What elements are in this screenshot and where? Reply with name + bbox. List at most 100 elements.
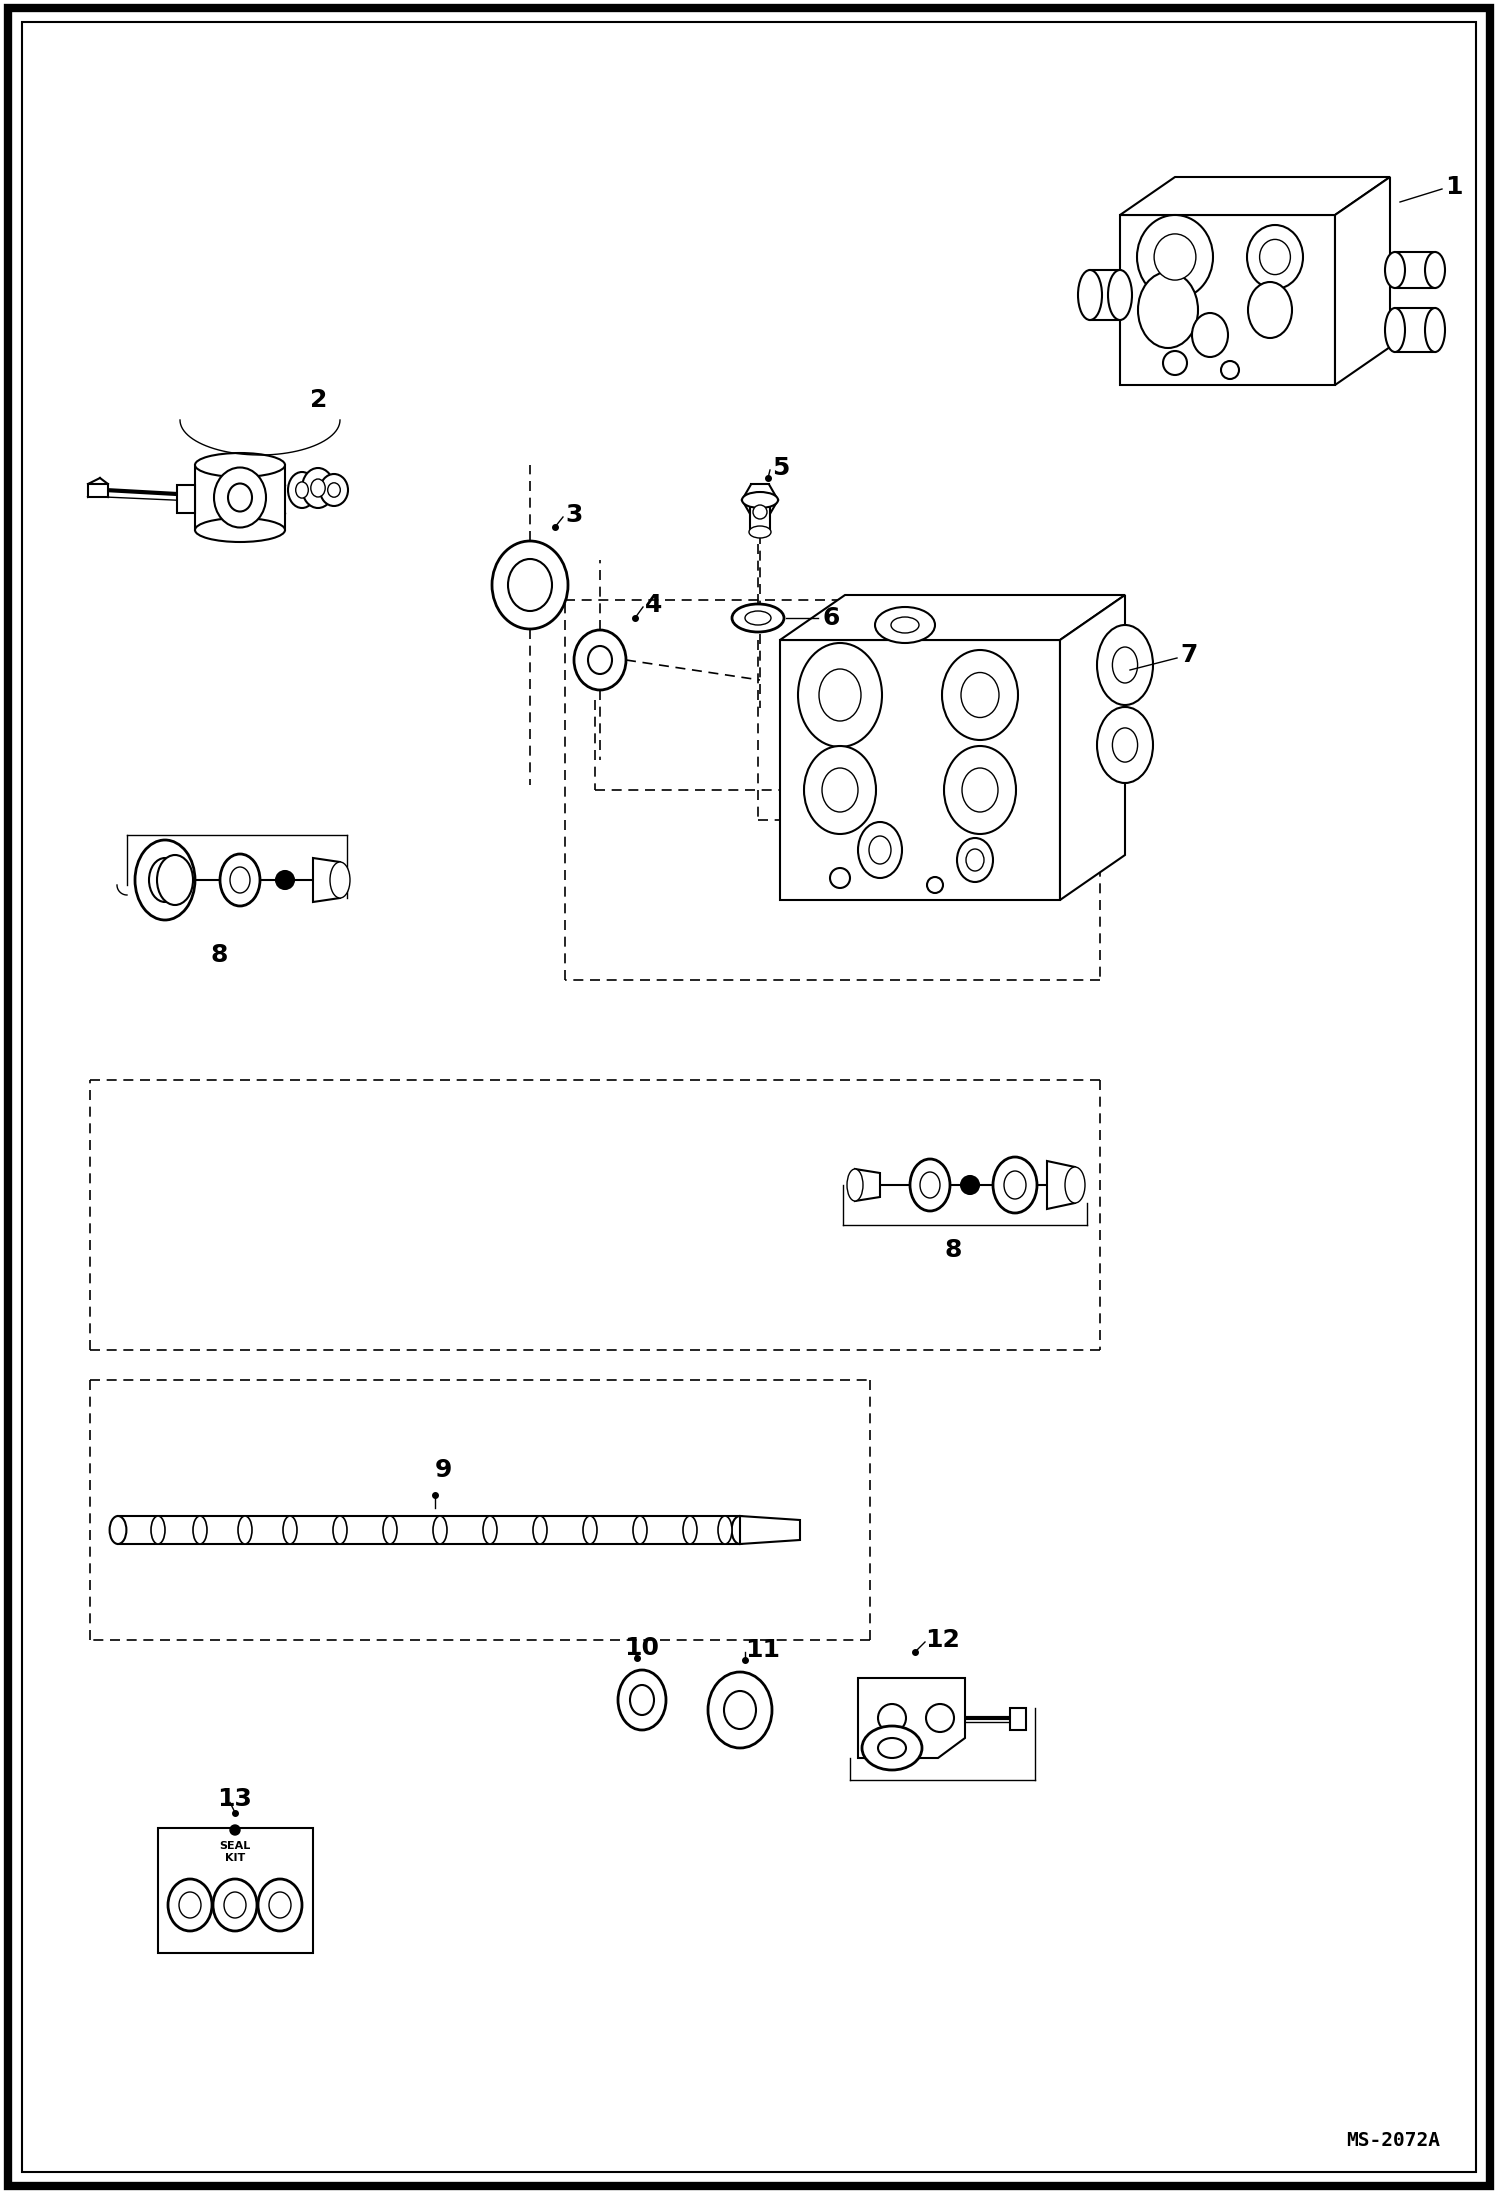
Ellipse shape (683, 1516, 697, 1545)
Bar (1395, 252, 1435, 287)
Ellipse shape (891, 617, 918, 634)
Ellipse shape (878, 1738, 906, 1757)
Ellipse shape (1386, 307, 1405, 351)
Ellipse shape (238, 1516, 252, 1545)
Polygon shape (1121, 178, 1390, 215)
Bar (157, 1828, 313, 1953)
Text: 8: 8 (210, 943, 228, 968)
Ellipse shape (1097, 625, 1153, 704)
Text: 3: 3 (565, 502, 583, 527)
Ellipse shape (920, 1172, 941, 1198)
Ellipse shape (135, 840, 195, 919)
Ellipse shape (1137, 215, 1213, 298)
Ellipse shape (195, 518, 285, 542)
Ellipse shape (1065, 1167, 1085, 1202)
Bar (1010, 1707, 1026, 1731)
Ellipse shape (1260, 239, 1290, 274)
Ellipse shape (225, 1891, 246, 1918)
Circle shape (1162, 351, 1186, 375)
Ellipse shape (258, 1878, 303, 1931)
Text: 9: 9 (434, 1459, 452, 1481)
Circle shape (926, 1705, 954, 1731)
Ellipse shape (804, 746, 876, 834)
Text: 6: 6 (822, 606, 840, 630)
Text: 1: 1 (1446, 176, 1462, 200)
Polygon shape (780, 595, 1125, 641)
Text: 13: 13 (217, 1788, 252, 1812)
Ellipse shape (1113, 647, 1137, 682)
Ellipse shape (151, 1516, 165, 1545)
Ellipse shape (433, 1516, 446, 1545)
Ellipse shape (157, 856, 193, 904)
Ellipse shape (508, 559, 551, 610)
Polygon shape (313, 858, 340, 902)
Ellipse shape (1386, 252, 1405, 287)
Circle shape (276, 871, 294, 889)
Circle shape (753, 505, 767, 520)
Ellipse shape (1192, 314, 1228, 358)
Polygon shape (1061, 595, 1125, 900)
Ellipse shape (148, 858, 181, 902)
Text: 2: 2 (310, 388, 328, 412)
Ellipse shape (321, 474, 348, 507)
Ellipse shape (962, 768, 998, 812)
Text: SEAL
KIT: SEAL KIT (219, 1841, 250, 1863)
Ellipse shape (1097, 706, 1153, 783)
Ellipse shape (193, 1516, 207, 1545)
Circle shape (878, 1705, 906, 1731)
Text: 4: 4 (646, 592, 662, 617)
Ellipse shape (869, 836, 891, 864)
Ellipse shape (861, 1727, 921, 1771)
Ellipse shape (231, 867, 250, 893)
Ellipse shape (533, 1516, 547, 1545)
Ellipse shape (228, 483, 252, 511)
Ellipse shape (966, 849, 984, 871)
Ellipse shape (745, 610, 771, 625)
Ellipse shape (1425, 307, 1446, 351)
Ellipse shape (1109, 270, 1132, 320)
Ellipse shape (589, 645, 613, 674)
Ellipse shape (574, 630, 626, 689)
Ellipse shape (1246, 226, 1303, 290)
Polygon shape (780, 641, 1061, 900)
Circle shape (962, 1176, 980, 1194)
Ellipse shape (109, 1516, 126, 1545)
Text: 10: 10 (625, 1637, 659, 1661)
Ellipse shape (993, 1156, 1037, 1213)
Ellipse shape (798, 643, 882, 746)
Ellipse shape (303, 467, 334, 509)
Bar (1091, 270, 1121, 320)
Ellipse shape (1113, 728, 1137, 761)
Polygon shape (1335, 178, 1390, 384)
Ellipse shape (283, 1516, 297, 1545)
Ellipse shape (858, 823, 902, 878)
Ellipse shape (742, 491, 777, 509)
Polygon shape (855, 1169, 879, 1200)
Circle shape (830, 869, 849, 889)
Ellipse shape (822, 768, 858, 812)
Ellipse shape (909, 1158, 950, 1211)
Ellipse shape (846, 1169, 863, 1200)
Ellipse shape (214, 467, 267, 527)
Ellipse shape (178, 1891, 201, 1918)
Polygon shape (740, 1516, 800, 1545)
Ellipse shape (288, 472, 316, 509)
Ellipse shape (957, 838, 993, 882)
Ellipse shape (328, 483, 340, 498)
Polygon shape (1047, 1161, 1076, 1209)
Text: 12: 12 (924, 1628, 960, 1652)
Ellipse shape (1079, 270, 1103, 320)
Ellipse shape (631, 1685, 655, 1716)
Ellipse shape (330, 862, 351, 897)
Ellipse shape (168, 1878, 213, 1931)
Bar (750, 500, 770, 531)
Circle shape (927, 878, 944, 893)
Ellipse shape (1138, 272, 1198, 349)
Ellipse shape (1153, 235, 1195, 281)
Ellipse shape (875, 608, 935, 643)
Bar (88, 485, 108, 498)
Ellipse shape (709, 1672, 771, 1749)
Ellipse shape (295, 483, 309, 498)
Circle shape (231, 1825, 240, 1834)
Circle shape (1221, 362, 1239, 380)
